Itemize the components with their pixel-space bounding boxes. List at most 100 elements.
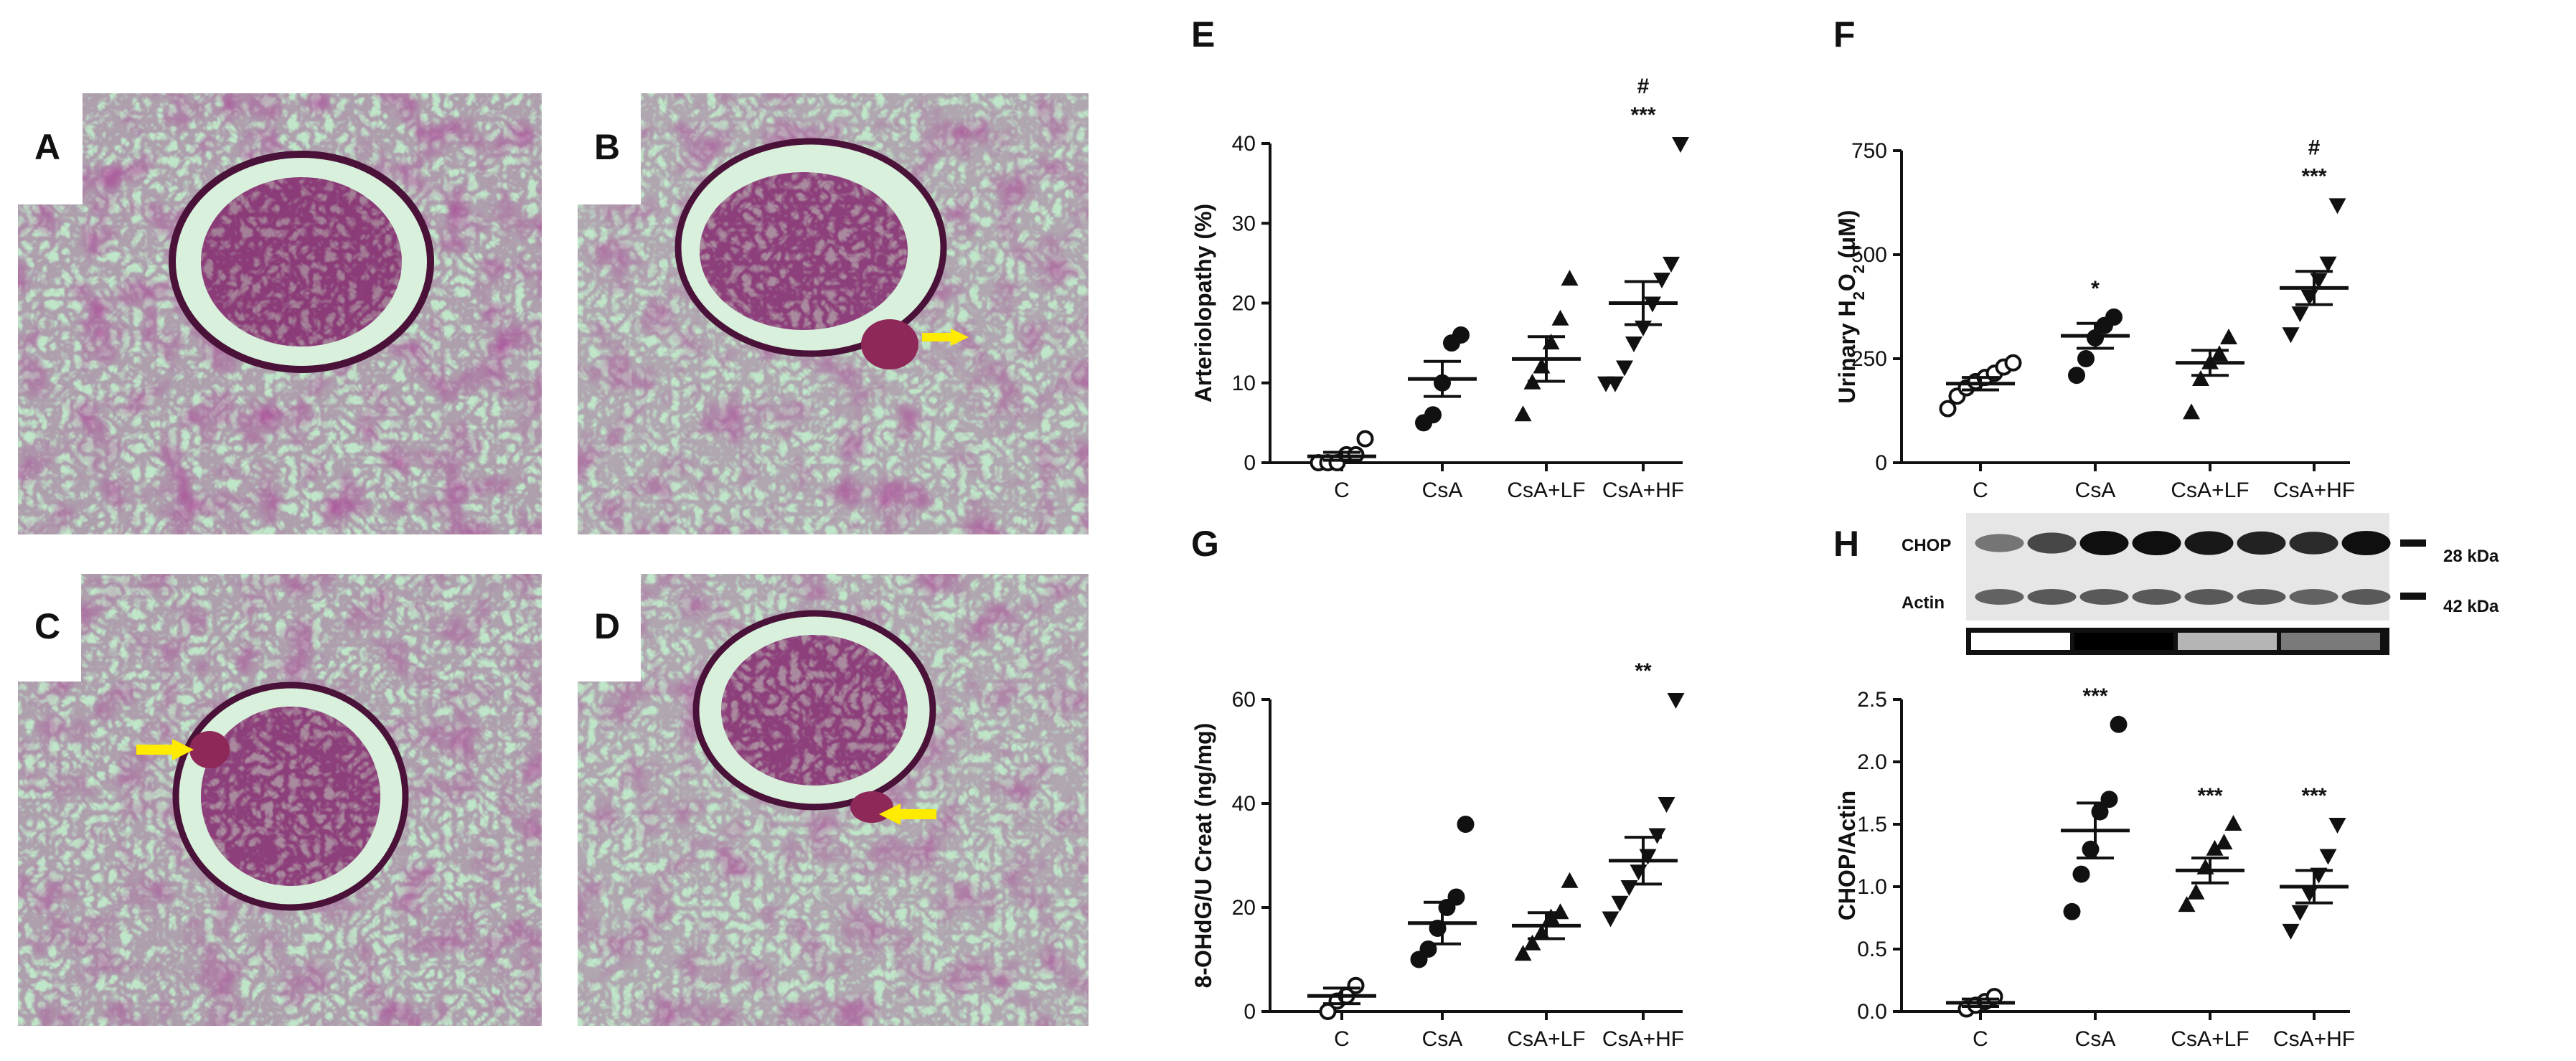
yellow-arrow-icon (136, 739, 194, 760)
data-point (1625, 336, 1642, 353)
blot-band (2341, 531, 2391, 555)
x-tick-label: CsA (2075, 478, 2116, 502)
blot-band (2132, 531, 2181, 555)
data-point (2100, 791, 2118, 808)
x-tick-label: CsA (1422, 1027, 1463, 1051)
significance-label: *** (2197, 784, 2222, 808)
western-blot: CHOP Actin 28 kDa 42 kDa (1902, 513, 2499, 655)
data-point (2178, 896, 2196, 913)
data-point (2072, 865, 2090, 883)
group-bar-segment (1971, 633, 2070, 650)
y-tick-label: 60 (1232, 688, 1256, 712)
data-point (1424, 406, 1442, 424)
significance-label: # (1637, 75, 1650, 98)
marker-28-bar (2400, 539, 2426, 547)
group-bar-segment (2074, 633, 2173, 650)
blot-band (2132, 589, 2181, 605)
arteriole-lesion (861, 319, 918, 369)
chart-e: 0 10 20 30 40 Arteriolopathy (%) C CsA CsA+LF CsA… (1190, 75, 1689, 502)
group-bar-segment (2281, 633, 2380, 650)
data-point (1514, 945, 1532, 961)
marker-42-label: 42 kDa (2443, 597, 2499, 616)
blot-band (2237, 589, 2286, 605)
data-point (2282, 327, 2300, 344)
data-point (2220, 329, 2237, 344)
blot-band (2079, 531, 2129, 555)
data-point (1347, 976, 1365, 994)
y-tick-label: 750 (1851, 139, 1887, 163)
blot-label-chop: CHOP (1902, 536, 1951, 555)
label-cutout (578, 93, 641, 204)
glomerulus-tuft-core (721, 635, 908, 786)
y-tick-label: 40 (1232, 792, 1256, 816)
glomerulus-tuft-core (201, 177, 402, 346)
y-tick-label: 1.0 (1857, 875, 1887, 899)
y-tick-label: 30 (1232, 212, 1256, 235)
data-point (1663, 256, 1680, 273)
x-tick-label: C (1334, 1027, 1350, 1051)
data-point (1514, 405, 1532, 422)
blot-band (2341, 589, 2391, 605)
chart-h: 0.0 0.5 1.0 1.5 2.0 2.5 CHOP/Actin C CsA CsA+LF Cs… (1834, 684, 2355, 1051)
blot-band (2027, 589, 2077, 605)
blot-band (1975, 534, 2024, 552)
blot-band (2184, 531, 2234, 555)
data-point (2077, 350, 2095, 367)
data-point (2110, 715, 2128, 733)
significance-label: *** (1630, 103, 1655, 127)
y-tick-label: 0.5 (1857, 938, 1887, 961)
glomerulus-tuft-core (201, 707, 380, 886)
panel-letter-h: H (1833, 524, 1859, 564)
data-point (1620, 880, 1638, 896)
y-tick-label: 500 (1851, 243, 1887, 267)
panel-letter-f: F (1833, 14, 1856, 55)
x-tick-label: CsA+LF (2171, 1027, 2249, 1051)
x-tick-label: CsA+HF (2273, 1027, 2355, 1051)
blot-band (2289, 532, 2338, 555)
y-tick-label: 0 (1244, 451, 1256, 475)
y-tick-label: 2.0 (1857, 750, 1887, 774)
blot-group-legend (1966, 628, 2389, 655)
blot-bands (1975, 531, 2391, 605)
micrograph-d-letter: D (594, 606, 620, 646)
micrograph-d: D (578, 574, 1089, 1026)
micrograph-a-letter: A (34, 127, 60, 167)
label-cutout (18, 574, 81, 682)
data-point (1523, 934, 1541, 951)
data-point (1551, 309, 1569, 326)
chart-f: 0 250 500 750 Urinary H2O2 (μM) C CsA CsA+LF CsA… (1834, 136, 2355, 502)
y-tick-label: 20 (1232, 896, 1256, 920)
data-point (1356, 430, 1374, 448)
significance-label: # (2308, 136, 2321, 159)
x-tick-label: C (1973, 478, 1988, 502)
data-point (2187, 883, 2205, 900)
y-tick-label: 250 (1851, 347, 1887, 371)
data-point (2211, 345, 2228, 362)
y-tick-label: 10 (1232, 372, 1256, 395)
y-tick-label: 40 (1232, 132, 1256, 156)
x-tick-label: CsA+LF (1507, 478, 1585, 502)
significance-label: *** (2082, 684, 2107, 708)
blot-band (2027, 532, 2077, 554)
chart-g: 0 20 40 60 8-OHdG/U Creat (ng/mg) C CsA CsA+LF C… (1190, 659, 1685, 1051)
blot-membrane (1966, 513, 2389, 621)
data-point (2192, 370, 2209, 386)
y-axis-title: 8-OHdG/U Creat (ng/mg) (1190, 723, 1216, 989)
blot-label-actin: Actin (1902, 593, 1945, 613)
significance-label: * (2091, 277, 2100, 301)
data-point (1602, 911, 1620, 928)
y-tick-label: 0.0 (1857, 1000, 1887, 1024)
x-tick-label: CsA (1422, 478, 1463, 502)
data-point (2004, 354, 2022, 372)
panel-letter-g: G (1191, 524, 1219, 564)
data-point (2206, 839, 2224, 856)
data-point (1452, 326, 1470, 344)
blot-band (1975, 589, 2024, 605)
glomerulus-tuft-core (700, 172, 908, 330)
data-point (1616, 360, 1633, 377)
significance-label: ** (1635, 659, 1652, 683)
blot-band (2237, 531, 2286, 555)
x-tick-label: CsA+HF (2273, 478, 2355, 502)
data-point (1939, 400, 1957, 418)
